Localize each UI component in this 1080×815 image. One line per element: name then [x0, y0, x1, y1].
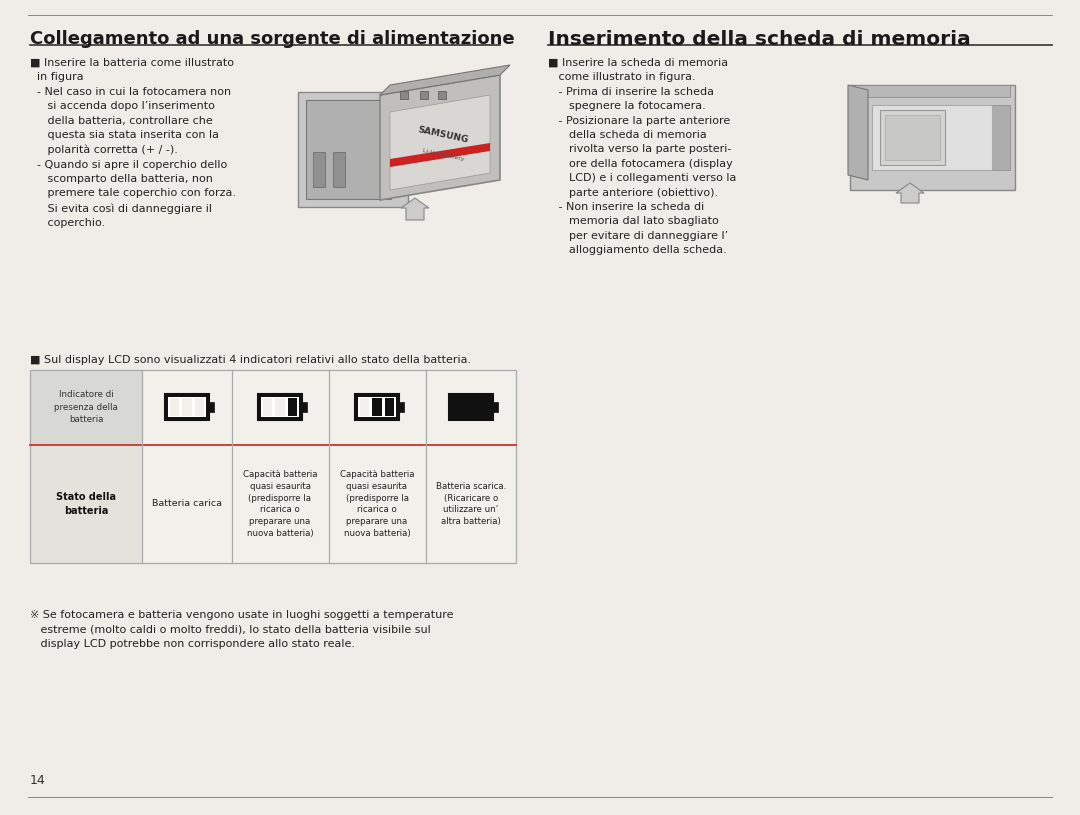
- Bar: [373, 398, 381, 416]
- Text: SAMSUNG: SAMSUNG: [417, 126, 469, 145]
- Bar: [357, 397, 396, 417]
- Bar: [384, 398, 394, 416]
- Text: Inserimento della scheda di memoria: Inserimento della scheda di memoria: [548, 30, 971, 49]
- Text: Indicatore di
presenza della
batteria: Indicatore di presenza della batteria: [54, 390, 118, 424]
- Text: Batteria carica: Batteria carica: [152, 500, 222, 509]
- Bar: [194, 398, 204, 416]
- Bar: [426, 370, 516, 445]
- Bar: [141, 445, 232, 563]
- Bar: [165, 394, 210, 420]
- Bar: [30, 370, 141, 445]
- FancyArrow shape: [896, 183, 924, 203]
- Text: Li-Ion Battery: Li-Ion Battery: [421, 148, 464, 162]
- Polygon shape: [380, 75, 500, 200]
- Bar: [168, 397, 206, 417]
- Bar: [261, 397, 299, 417]
- Text: ■ Inserire la scheda di memoria
   come illustrato in figura.
   - Prima di inse: ■ Inserire la scheda di memoria come ill…: [548, 58, 737, 255]
- Bar: [298, 92, 408, 207]
- Bar: [399, 402, 404, 412]
- Bar: [880, 110, 945, 165]
- Bar: [453, 397, 490, 417]
- Bar: [355, 394, 399, 420]
- Bar: [360, 398, 369, 416]
- Bar: [426, 445, 516, 563]
- Bar: [210, 402, 214, 412]
- Bar: [30, 370, 516, 563]
- Text: Batteria scarica.
(Ricaricare o
utilizzare un’
altra batteria): Batteria scarica. (Ricaricare o utilizza…: [436, 482, 507, 526]
- Text: ■ Inserire la batteria come illustrato
  in figura
  - Nel caso in cui la fotoca: ■ Inserire la batteria come illustrato i…: [30, 58, 237, 228]
- Bar: [885, 115, 940, 160]
- Bar: [30, 445, 141, 563]
- Bar: [232, 370, 329, 445]
- Bar: [333, 152, 345, 187]
- Bar: [306, 100, 391, 199]
- Text: Capacità batteria
quasi esaurita
(predisporre la
ricarica o
preparare una
nuova : Capacità batteria quasi esaurita (predis…: [243, 470, 318, 538]
- Bar: [258, 394, 302, 420]
- Bar: [264, 398, 272, 416]
- Polygon shape: [848, 85, 868, 180]
- Bar: [478, 398, 488, 416]
- Bar: [438, 91, 446, 99]
- Bar: [420, 91, 428, 99]
- Text: 14: 14: [30, 774, 45, 787]
- Bar: [449, 394, 492, 420]
- Bar: [287, 398, 297, 416]
- Bar: [329, 445, 426, 563]
- Bar: [872, 105, 993, 170]
- Bar: [855, 85, 1010, 97]
- Polygon shape: [390, 143, 490, 167]
- Text: ■ Sul display LCD sono visualizzati 4 indicatori relativi allo stato della batte: ■ Sul display LCD sono visualizzati 4 in…: [30, 355, 471, 365]
- Text: Collegamento ad una sorgente di alimentazione: Collegamento ad una sorgente di alimenta…: [30, 30, 515, 48]
- Bar: [302, 402, 307, 412]
- Text: ※ Se fotocamera e batteria vengono usate in luoghi soggetti a temperature
   est: ※ Se fotocamera e batteria vengono usate…: [30, 610, 454, 649]
- Bar: [454, 398, 463, 416]
- Bar: [453, 397, 490, 417]
- Bar: [467, 398, 475, 416]
- Bar: [313, 152, 325, 187]
- Bar: [275, 398, 285, 416]
- Bar: [329, 370, 426, 445]
- Bar: [400, 91, 408, 99]
- Bar: [232, 445, 329, 563]
- Bar: [170, 398, 179, 416]
- Bar: [183, 398, 191, 416]
- Text: Capacità batteria
quasi esaurita
(predisporre la
ricarica o
preparare una
nuova : Capacità batteria quasi esaurita (predis…: [340, 470, 415, 538]
- Bar: [985, 105, 1010, 170]
- Bar: [492, 402, 498, 412]
- Bar: [850, 85, 1015, 190]
- Text: Stato della
batteria: Stato della batteria: [56, 492, 116, 516]
- FancyArrow shape: [401, 198, 429, 220]
- Polygon shape: [380, 65, 510, 95]
- Bar: [141, 370, 232, 445]
- Polygon shape: [390, 95, 490, 190]
